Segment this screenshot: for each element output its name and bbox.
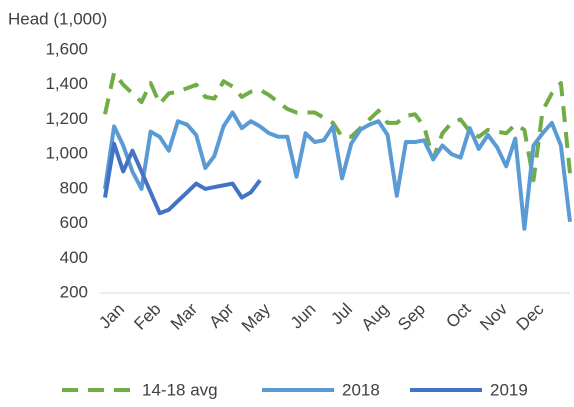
y-axis-label: Head (1,000) [8,9,107,28]
x-tick-label: Nov [476,299,511,334]
y-tick-label: 400 [60,248,88,267]
series-line [103,70,572,183]
y-tick-label: 1,600 [45,39,88,58]
legend-label: 2019 [490,380,528,399]
legend-label: 14-18 avg [142,380,218,399]
y-tick-label: 1,200 [45,109,88,128]
series-line [103,110,572,231]
x-tick-label: Jan [95,300,128,333]
series-line [103,141,262,216]
x-tick-label: Apr [205,299,237,331]
y-tick-label: 1,000 [45,144,88,163]
legend-label: 2018 [342,380,380,399]
y-tick-label: 800 [60,178,88,197]
x-tick-label: Jun [287,300,320,333]
y-tick-label: 200 [60,282,88,301]
x-tick-label: Oct [442,299,474,331]
y-tick-label: 1,400 [45,74,88,93]
x-tick-label: Jul [327,300,356,329]
y-tick-label: 600 [60,213,88,232]
x-tick-label: May [238,299,274,335]
x-tick-label: Feb [130,300,164,334]
x-tick-label: Mar [167,299,201,333]
x-tick-label: Dec [513,299,548,334]
x-tick-label: Sep [394,300,429,335]
x-tick-label: Aug [358,300,393,335]
